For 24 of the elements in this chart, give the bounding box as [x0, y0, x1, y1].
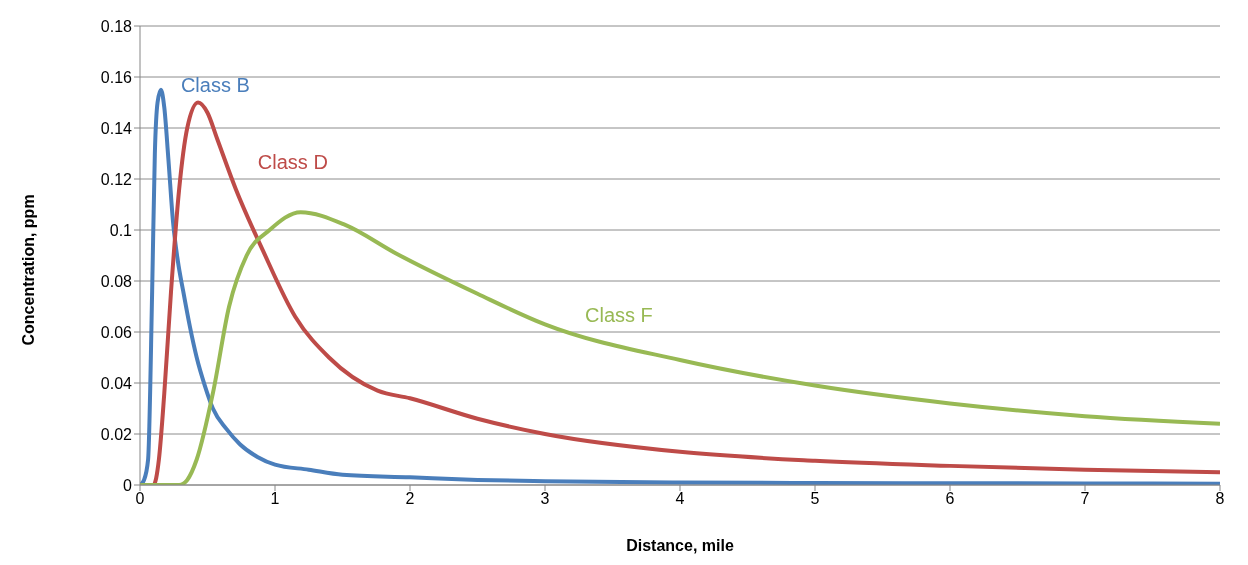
- x-tick-label: 1: [270, 490, 280, 508]
- series-label: Class F: [585, 304, 653, 327]
- y-tick-label: 0.06: [100, 323, 133, 341]
- y-tick-label: 0.02: [100, 425, 133, 443]
- x-tick-label: 7: [1080, 490, 1090, 508]
- y-tick-label: 0.18: [100, 17, 133, 35]
- x-tick-label: 8: [1215, 490, 1225, 508]
- y-tick-label: 0.12: [100, 170, 133, 188]
- y-tick-label: 0.16: [100, 68, 133, 86]
- y-tick-label: 0: [123, 476, 133, 494]
- y-tick-label: 0.1: [109, 221, 133, 239]
- x-tick-label: 3: [540, 490, 550, 508]
- series-label: Class B: [180, 73, 250, 96]
- y-axis-title: Concentration, ppm: [19, 194, 37, 346]
- y-tick-label: 0.14: [100, 119, 133, 137]
- x-tick-label: 6: [945, 490, 955, 508]
- x-axis-title: Distance, mile: [626, 537, 734, 554]
- y-tick-label: 0.08: [100, 272, 133, 290]
- x-tick-label: 5: [810, 490, 820, 508]
- series-label: Class D: [257, 151, 328, 174]
- y-tick-label: 0.04: [100, 374, 133, 392]
- x-tick-label: 2: [405, 490, 415, 508]
- x-tick-label: 0: [135, 490, 145, 508]
- x-tick-label: 4: [675, 490, 685, 508]
